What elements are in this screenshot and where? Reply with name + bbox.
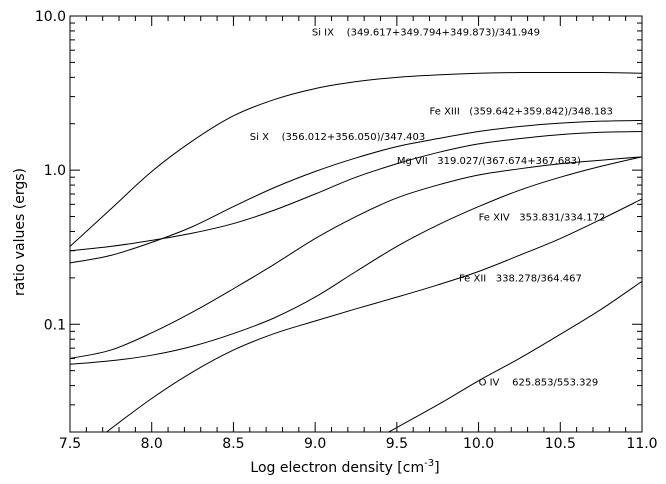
x-axis-title: Log electron density [cm-3]	[250, 458, 439, 476]
x-tick-label: 8.5	[222, 436, 244, 452]
series-annotation-3: Mg VII 319.027/(367.674+367.683)	[397, 156, 581, 167]
x-tick-label: 10.0	[463, 436, 494, 452]
series-line-2	[70, 131, 642, 252]
series-annotation-2: Si X (356.012+356.050)/347.403	[250, 132, 425, 143]
series-line-3	[70, 156, 642, 359]
x-tick-label: 8.0	[141, 436, 163, 452]
x-axis-title-end: ]	[434, 460, 439, 476]
series-annotation-6: O IV 625.853/553.329	[479, 378, 599, 389]
series-annotation-4: Fe XIV 353.831/334.172	[479, 213, 606, 224]
series-line-5	[105, 198, 642, 432]
x-axis-title-sup: -3	[424, 458, 434, 469]
x-tick-label: 9.0	[304, 436, 326, 452]
x-axis-title-main: Log electron density [cm	[250, 460, 424, 476]
x-tick-label: 10.5	[545, 436, 576, 452]
axis-layer: 7.5 8.0 8.5 9.0 9.5 10.0 10.5 11.0 0.1 1.0 10.0	[35, 9, 658, 452]
x-tick-label: 11.0	[626, 436, 657, 452]
y-tick-label: 1.0	[44, 163, 66, 179]
series-line-6	[388, 280, 642, 432]
series-layer	[70, 71, 642, 432]
x-tick-label: 9.5	[386, 436, 408, 452]
series-annotation-0: Si IX (349.617+349.794+349.873)/341.949	[312, 27, 540, 38]
y-tick-label: 0.1	[44, 317, 66, 333]
series-annotation-5: Fe XII 338.278/364.467	[459, 273, 582, 284]
series-line-0	[70, 71, 642, 247]
y-axis-title: ratio values (ergs)	[12, 168, 28, 296]
plot-frame	[69, 15, 643, 433]
series-line-4	[70, 156, 642, 365]
x-tick-label: 7.5	[59, 436, 81, 452]
series-annotation-1: Fe XIII (359.642+359.842)/348.183	[430, 106, 613, 117]
y-tick-label: 10.0	[35, 9, 66, 25]
annotation-layer: Si IX (349.617+349.794+349.873)/341.949 F…	[250, 27, 613, 388]
